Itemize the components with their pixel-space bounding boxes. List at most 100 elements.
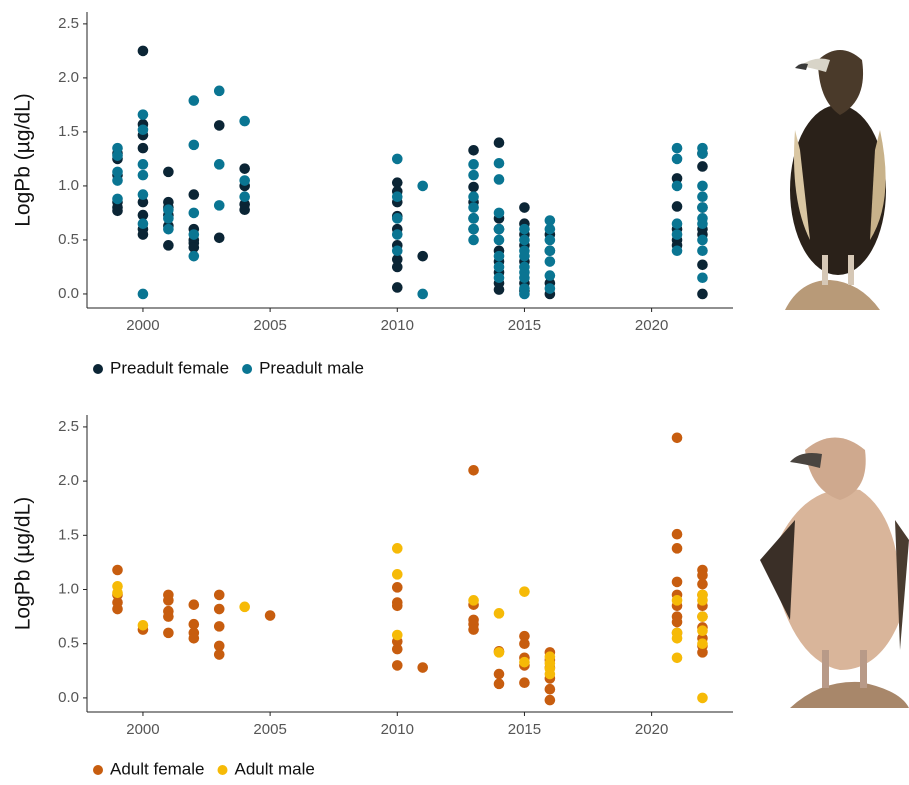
y-tick-label: 2.5 (58, 418, 79, 435)
y-axis-label: LogPb (µg/dL) (12, 497, 35, 631)
figure: 0.00.51.01.52.02.520002005201020152020Lo… (0, 0, 909, 780)
point (672, 201, 683, 212)
point (672, 432, 683, 443)
point (494, 647, 505, 658)
point (417, 289, 428, 300)
point (138, 46, 149, 57)
point (163, 240, 174, 251)
point (163, 167, 174, 178)
point (697, 218, 708, 229)
legend-label: Adult male (235, 759, 315, 778)
point (468, 224, 479, 235)
legend-marker (93, 765, 103, 775)
point (112, 565, 123, 576)
point (672, 653, 683, 664)
point (494, 235, 505, 246)
point (494, 174, 505, 185)
y-axis-label: LogPb (µg/dL) (12, 93, 35, 227)
point (392, 569, 403, 580)
point (214, 200, 225, 211)
point (519, 235, 530, 246)
point (468, 170, 479, 181)
x-tick-label: 2015 (508, 721, 541, 738)
point (392, 213, 403, 224)
point (697, 638, 708, 649)
point (138, 124, 149, 135)
point (672, 633, 683, 644)
point (138, 143, 149, 154)
y-tick-label: 0.5 (58, 231, 79, 248)
point (468, 465, 479, 476)
legend-label: Preadult male (259, 358, 364, 377)
point (672, 543, 683, 554)
point (265, 610, 276, 621)
point (672, 595, 683, 606)
point (697, 579, 708, 590)
point (545, 235, 556, 246)
vulture-dark-photo (785, 50, 886, 310)
point (112, 150, 123, 161)
point (519, 224, 530, 235)
y-tick-label: 2.0 (58, 472, 79, 489)
point (697, 625, 708, 636)
point (468, 624, 479, 635)
point (545, 669, 556, 680)
point (392, 600, 403, 611)
point (392, 245, 403, 256)
point (494, 137, 505, 148)
point (189, 140, 200, 151)
point (214, 159, 225, 170)
x-tick-label: 2020 (635, 721, 668, 738)
point (697, 259, 708, 270)
y-tick-label: 1.5 (58, 526, 79, 543)
point (494, 224, 505, 235)
point (519, 677, 530, 688)
point (672, 143, 683, 154)
point (494, 251, 505, 262)
x-tick-label: 2010 (381, 721, 414, 738)
point (494, 284, 505, 295)
point (392, 582, 403, 593)
point (392, 154, 403, 165)
point (138, 289, 149, 300)
legend-marker (218, 765, 228, 775)
x-tick-label: 2000 (126, 317, 159, 334)
point (163, 213, 174, 224)
point (672, 181, 683, 192)
point (138, 229, 149, 240)
legend-marker (93, 364, 103, 374)
point (392, 282, 403, 293)
point (697, 693, 708, 704)
point (468, 145, 479, 156)
point (545, 684, 556, 695)
y-tick-label: 0.0 (58, 689, 79, 706)
point (545, 224, 556, 235)
point (672, 529, 683, 540)
point (392, 660, 403, 671)
point (697, 148, 708, 159)
point (214, 120, 225, 131)
point (214, 86, 225, 97)
point (239, 204, 250, 215)
point (468, 213, 479, 224)
point (189, 95, 200, 106)
point (112, 175, 123, 186)
point (392, 543, 403, 554)
point (392, 630, 403, 641)
point (494, 262, 505, 273)
point (468, 595, 479, 606)
point (163, 224, 174, 235)
point (163, 611, 174, 622)
point (189, 599, 200, 610)
point (545, 256, 556, 267)
x-tick-label: 2000 (126, 721, 159, 738)
point (519, 289, 530, 300)
point (494, 272, 505, 283)
point (138, 159, 149, 170)
point (545, 270, 556, 281)
point (468, 191, 479, 202)
point (494, 679, 505, 690)
point (189, 633, 200, 644)
